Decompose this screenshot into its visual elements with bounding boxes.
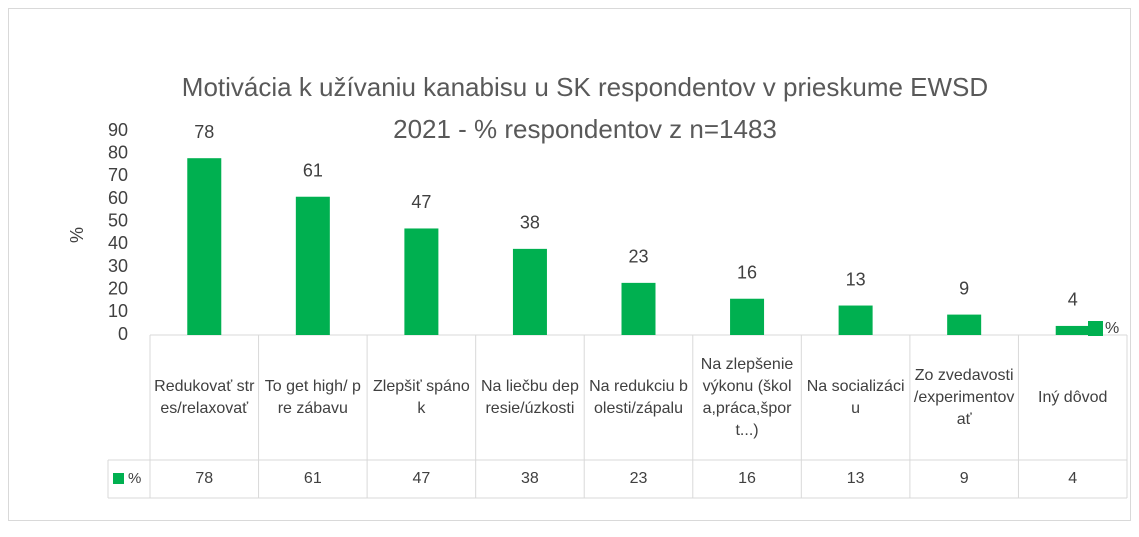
bar [512,248,547,335]
y-tick-label: 70 [108,165,128,185]
table-value: 23 [630,470,648,487]
data-label: 61 [303,160,323,180]
x-tick-label: Na socializáciu [806,377,905,417]
legend-label: % [1105,320,1119,337]
table-value: 38 [521,470,539,487]
bar [295,196,330,335]
y-tick-label: 0 [118,324,128,344]
data-label: 13 [846,269,866,289]
x-tick-label: Na redukciu bolesti/zápalu [589,377,688,417]
x-tick-label: Na liečbu depresie/úzkosti [481,377,579,417]
y-tick-label: 30 [108,256,128,276]
data-label: 47 [411,192,431,212]
y-tick-label: 20 [108,278,128,298]
table-value: 61 [304,470,322,487]
y-tick-label: 90 [108,120,128,140]
data-label: 23 [628,247,648,267]
y-tick-label: 40 [108,233,128,253]
data-label: 38 [520,213,540,233]
bar [730,298,765,335]
y-tick-label: 80 [108,142,128,162]
y-axis-label: % [67,227,87,243]
bar [838,305,873,335]
x-tick-label: Zlepšiť spánok [373,377,470,417]
legend-swatch [1088,321,1103,336]
table-value: 13 [847,470,865,487]
table-value: 9 [960,470,969,487]
data-label: 78 [194,122,214,142]
table-legend-label: % [128,470,141,487]
data-label: 16 [737,262,757,282]
chart-title: Motivácia k užívaniu kanabisu u SK respo… [181,72,989,144]
y-tick-label: 60 [108,188,128,208]
table-value: 4 [1068,470,1077,487]
x-tick-label: Redukovať stres/relaxovať [154,377,255,417]
data-label: 4 [1068,290,1078,310]
bar [947,314,982,335]
chart-border [8,8,1131,521]
table-value: 47 [412,470,430,487]
data-label: 9 [959,278,969,298]
x-tick-label: Iný dôvod [1038,388,1108,406]
y-tick-label: 50 [108,210,128,230]
x-tick-label: Na zlepšenie výkonu (škola,práca,šport..… [700,355,794,439]
bar [404,228,439,335]
table-value: 78 [195,470,213,487]
bar [621,282,656,335]
x-tick-label: Zo zvedavosti /experimentovať [913,366,1015,428]
bar [1055,325,1090,335]
table-value: 16 [738,470,756,487]
bar [187,158,222,335]
legend-swatch [113,473,124,484]
y-tick-label: 10 [108,301,128,321]
x-tick-label: To get high/ pre zábavu [264,377,361,417]
